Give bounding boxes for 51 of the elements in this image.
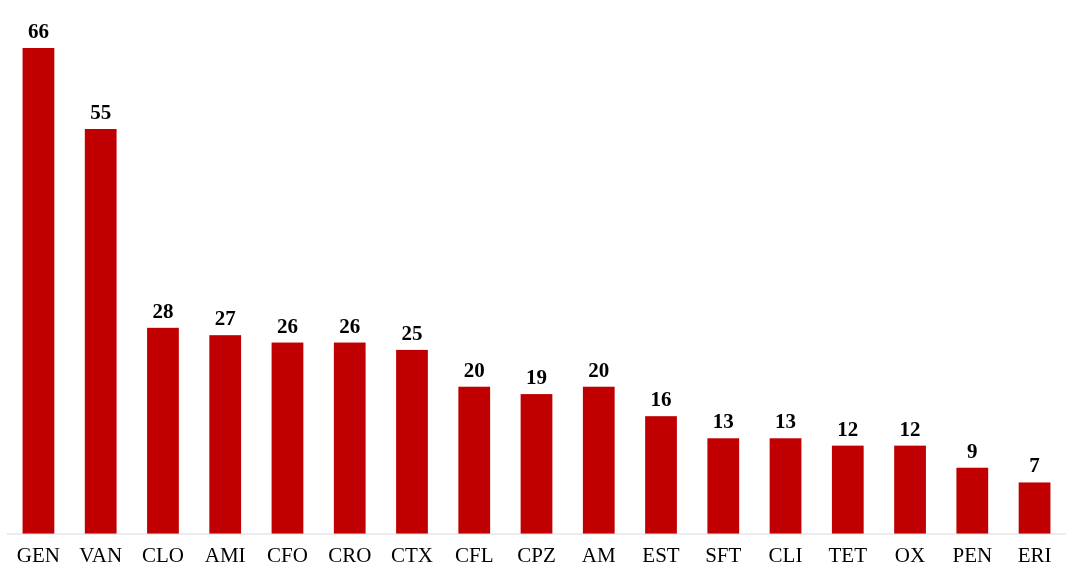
data-label: 9	[967, 438, 978, 463]
data-label: 27	[214, 306, 236, 331]
data-label: 19	[526, 365, 547, 390]
bar	[333, 342, 366, 534]
bar	[645, 416, 677, 534]
x-tick-label: ERI	[1017, 543, 1052, 567]
bar	[147, 327, 179, 534]
data-label: 16	[650, 387, 672, 412]
x-tick-label: PEN	[952, 543, 993, 567]
bar	[458, 386, 491, 534]
bar	[520, 394, 553, 534]
data-label: 28	[152, 298, 174, 323]
x-tick-label: CFL	[454, 543, 494, 567]
bar	[707, 438, 740, 534]
data-label: 12	[837, 416, 859, 441]
bar	[84, 129, 117, 534]
bar	[769, 438, 802, 534]
data-label: 25	[401, 320, 423, 345]
x-tick-label: VAN	[79, 543, 123, 567]
data-label: 13	[775, 409, 797, 434]
data-label: 13	[712, 409, 734, 434]
x-tick-label: SFT	[705, 543, 742, 567]
bar	[1018, 482, 1051, 534]
x-tick-label: AM	[581, 543, 616, 567]
bar	[271, 342, 304, 534]
data-label: 26	[339, 313, 361, 338]
data-label: 20	[463, 357, 485, 382]
data-label: 66	[27, 19, 49, 43]
x-tick-label: CFO	[267, 543, 308, 567]
data-label: 55	[90, 100, 112, 124]
data-label: 26	[276, 313, 298, 338]
bar	[396, 349, 428, 534]
bar	[831, 445, 864, 534]
x-tick-label: TET	[828, 543, 868, 567]
bar	[956, 467, 989, 534]
x-tick-label: CRO	[328, 543, 372, 567]
x-tick-label: CPZ	[517, 543, 556, 567]
data-label: 20	[588, 357, 610, 382]
x-tick-label: CLO	[141, 543, 184, 567]
data-label: 12	[899, 416, 921, 441]
x-tick-label: CLI	[768, 543, 803, 567]
bar	[894, 445, 926, 534]
x-tick-label: EST	[642, 543, 680, 567]
bar	[582, 386, 615, 534]
x-tick-label: OX	[894, 543, 926, 567]
data-label: 7	[1029, 453, 1040, 478]
x-tick-label: GEN	[16, 543, 61, 567]
x-tick-label: AMI	[204, 543, 246, 567]
bar	[22, 48, 55, 534]
bar	[209, 335, 242, 534]
x-tick-label: CTX	[390, 543, 433, 567]
